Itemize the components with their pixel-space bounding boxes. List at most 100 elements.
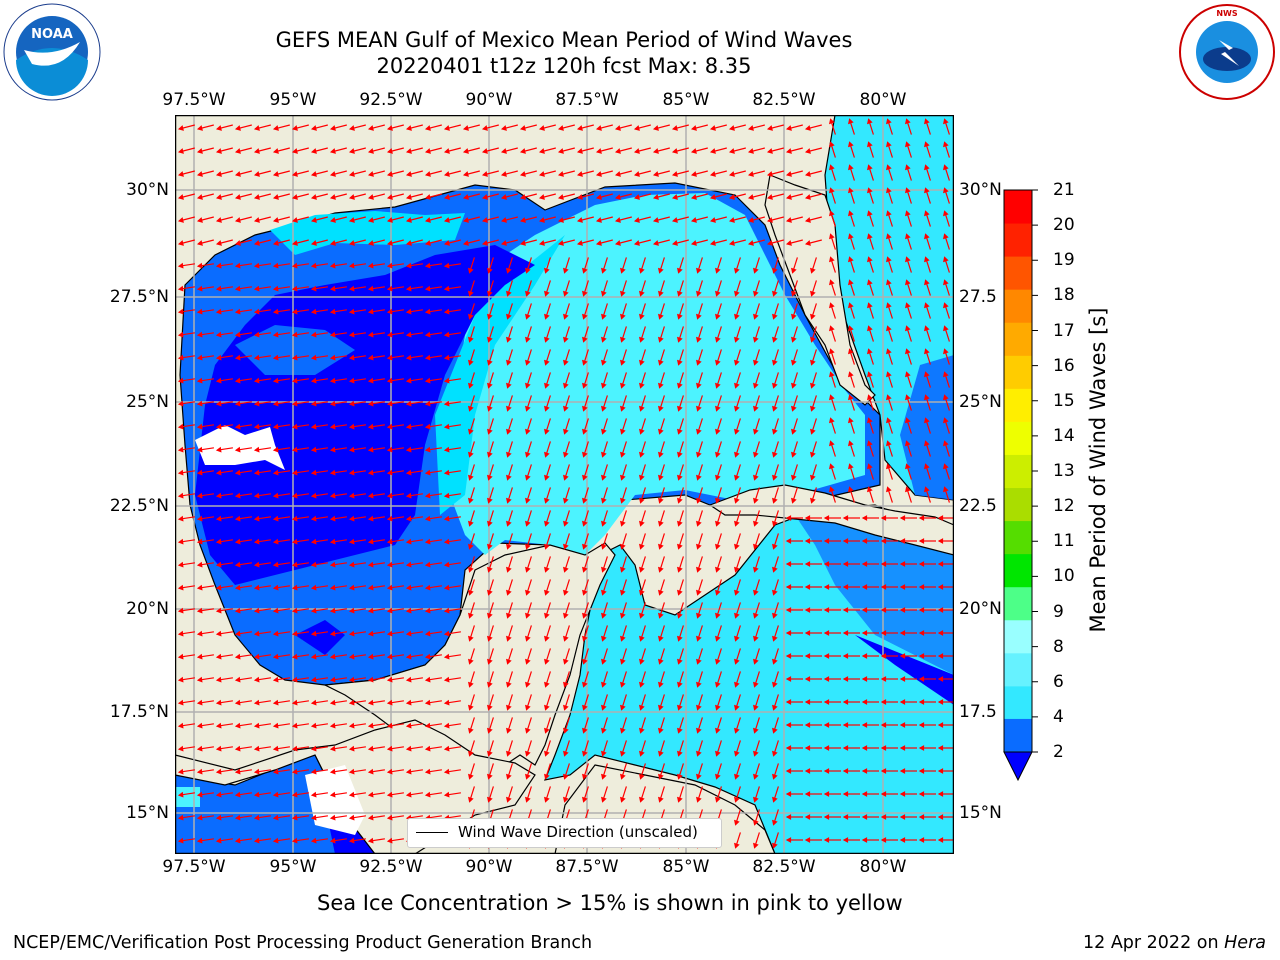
- colorbar-segment: [1004, 685, 1032, 720]
- wave-arrow-head: [785, 630, 792, 636]
- wave-arrow-head: [487, 336, 493, 343]
- wave-arrow-head: [905, 371, 911, 378]
- wave-arrow-head: [253, 837, 260, 844]
- wave-arrow-head: [886, 233, 892, 240]
- wave-arrow-head: [348, 446, 355, 453]
- wave-arrow-head: [215, 217, 222, 223]
- wave-arrow-head: [253, 814, 260, 821]
- wave-arrow-head: [848, 164, 854, 171]
- wave-arrow-head: [557, 171, 564, 177]
- wave-arrow-head: [424, 423, 431, 430]
- noaa-logo: NOAA: [3, 3, 101, 101]
- wave-arrow-head: [506, 612, 512, 619]
- wave-arrow-head: [639, 704, 645, 711]
- wave-arrow-head: [367, 285, 374, 292]
- wave-arrow-head: [291, 722, 298, 729]
- wave-arrow-head: [272, 217, 279, 223]
- wave-arrow-head: [386, 515, 393, 522]
- wave-arrow-head: [177, 469, 184, 476]
- wave-arrow-head: [487, 405, 493, 412]
- lon-label: 92.5°W: [359, 857, 423, 877]
- wave-arrow-head: [443, 217, 450, 223]
- wave-arrow-head: [424, 515, 431, 522]
- footer-machine: Hera: [1224, 933, 1266, 953]
- wave-arrow-head: [329, 148, 336, 154]
- wave-arrow-head: [715, 773, 721, 780]
- wave-arrow-head: [823, 653, 830, 659]
- wave-arrow-head: [734, 842, 740, 849]
- wave-arrow-head: [861, 745, 868, 751]
- wave-arrow-head: [468, 796, 474, 803]
- wave-arrow-head: [639, 428, 645, 435]
- wave-arrow-head: [918, 791, 925, 797]
- wave-arrow-head: [734, 405, 740, 412]
- wave-arrow-head: [405, 745, 412, 752]
- wave-arrow-head: [329, 791, 336, 798]
- wave-arrow-head: [886, 486, 892, 493]
- wind-wave-arrows: [177, 118, 954, 849]
- wave-arrow-head: [582, 796, 588, 803]
- wave-arrow-head: [443, 469, 450, 476]
- wave-arrow-head: [538, 217, 545, 223]
- wave-arrow-head: [766, 148, 773, 154]
- wave-arrow-head: [620, 796, 626, 803]
- wave-arrow-head: [867, 233, 873, 240]
- wave-arrow-head: [867, 302, 873, 309]
- wave-arrow-head: [405, 515, 412, 522]
- wave-arrow-head: [177, 676, 184, 683]
- wave-arrow-head: [696, 612, 702, 619]
- wave-arrow-head: [386, 285, 393, 292]
- wave-arrow-head: [810, 336, 816, 343]
- wave-arrow-head: [582, 451, 588, 458]
- wave-arrow-head: [234, 699, 241, 706]
- wave-arrow-head: [734, 428, 740, 435]
- wave-arrow-head: [899, 630, 906, 636]
- wave-arrow-head: [544, 681, 550, 688]
- wave-arrow-head: [405, 768, 412, 775]
- wave-arrow-head: [310, 377, 317, 384]
- wave-arrow-head: [310, 308, 317, 315]
- wave-arrow-head: [519, 125, 526, 131]
- wave-arrow-head: [348, 125, 355, 131]
- wave-arrow-head: [918, 814, 925, 820]
- nws-logo: NWS: [1179, 4, 1275, 100]
- wave-arrow-head: [443, 607, 450, 614]
- wave-arrow-head: [234, 515, 241, 522]
- wave-arrow-head: [481, 171, 488, 177]
- colorbar-segment: [1004, 421, 1032, 455]
- wave-arrow-head: [620, 382, 626, 389]
- wave-arrow-head: [468, 382, 474, 389]
- wave-arrow-head: [753, 796, 759, 803]
- wave-arrow-head: [367, 515, 374, 522]
- wave-arrow-head: [234, 262, 241, 269]
- wave-arrow-head: [677, 750, 683, 757]
- wave-arrow-head: [620, 451, 626, 458]
- wave-arrow-head: [937, 699, 944, 705]
- wave-arrow-head: [234, 377, 241, 384]
- wave-arrow-head: [329, 125, 336, 131]
- wave-arrow-head: [772, 382, 778, 389]
- wave-arrow-head: [658, 612, 664, 619]
- wave-arrow-head: [658, 773, 664, 780]
- wave-arrow-head: [791, 451, 797, 458]
- wave-arrow-head: [614, 194, 621, 200]
- wave-arrow-head: [937, 561, 944, 567]
- wave-arrow-head: [848, 187, 854, 194]
- wave-arrow-head: [880, 653, 887, 659]
- wave-arrow-head: [386, 837, 393, 844]
- wave-arrow-head: [614, 217, 621, 223]
- high-period-zone: [450, 193, 865, 555]
- wave-arrow-head: [785, 814, 792, 820]
- wave-arrow-head: [468, 658, 474, 665]
- wave-arrow-head: [487, 520, 493, 527]
- wave-arrow-head: [753, 405, 759, 412]
- wave-arrow-head: [734, 497, 740, 504]
- lon-label: 87.5°W: [555, 90, 619, 110]
- wave-arrow-head: [785, 538, 792, 544]
- wave-arrow-head: [506, 727, 512, 734]
- wave-arrow-head: [544, 543, 550, 550]
- wave-arrow-head: [880, 538, 887, 544]
- wave-arrow-head: [487, 313, 493, 320]
- wave-arrow-head: [234, 837, 241, 844]
- wave-arrow-head: [671, 240, 678, 246]
